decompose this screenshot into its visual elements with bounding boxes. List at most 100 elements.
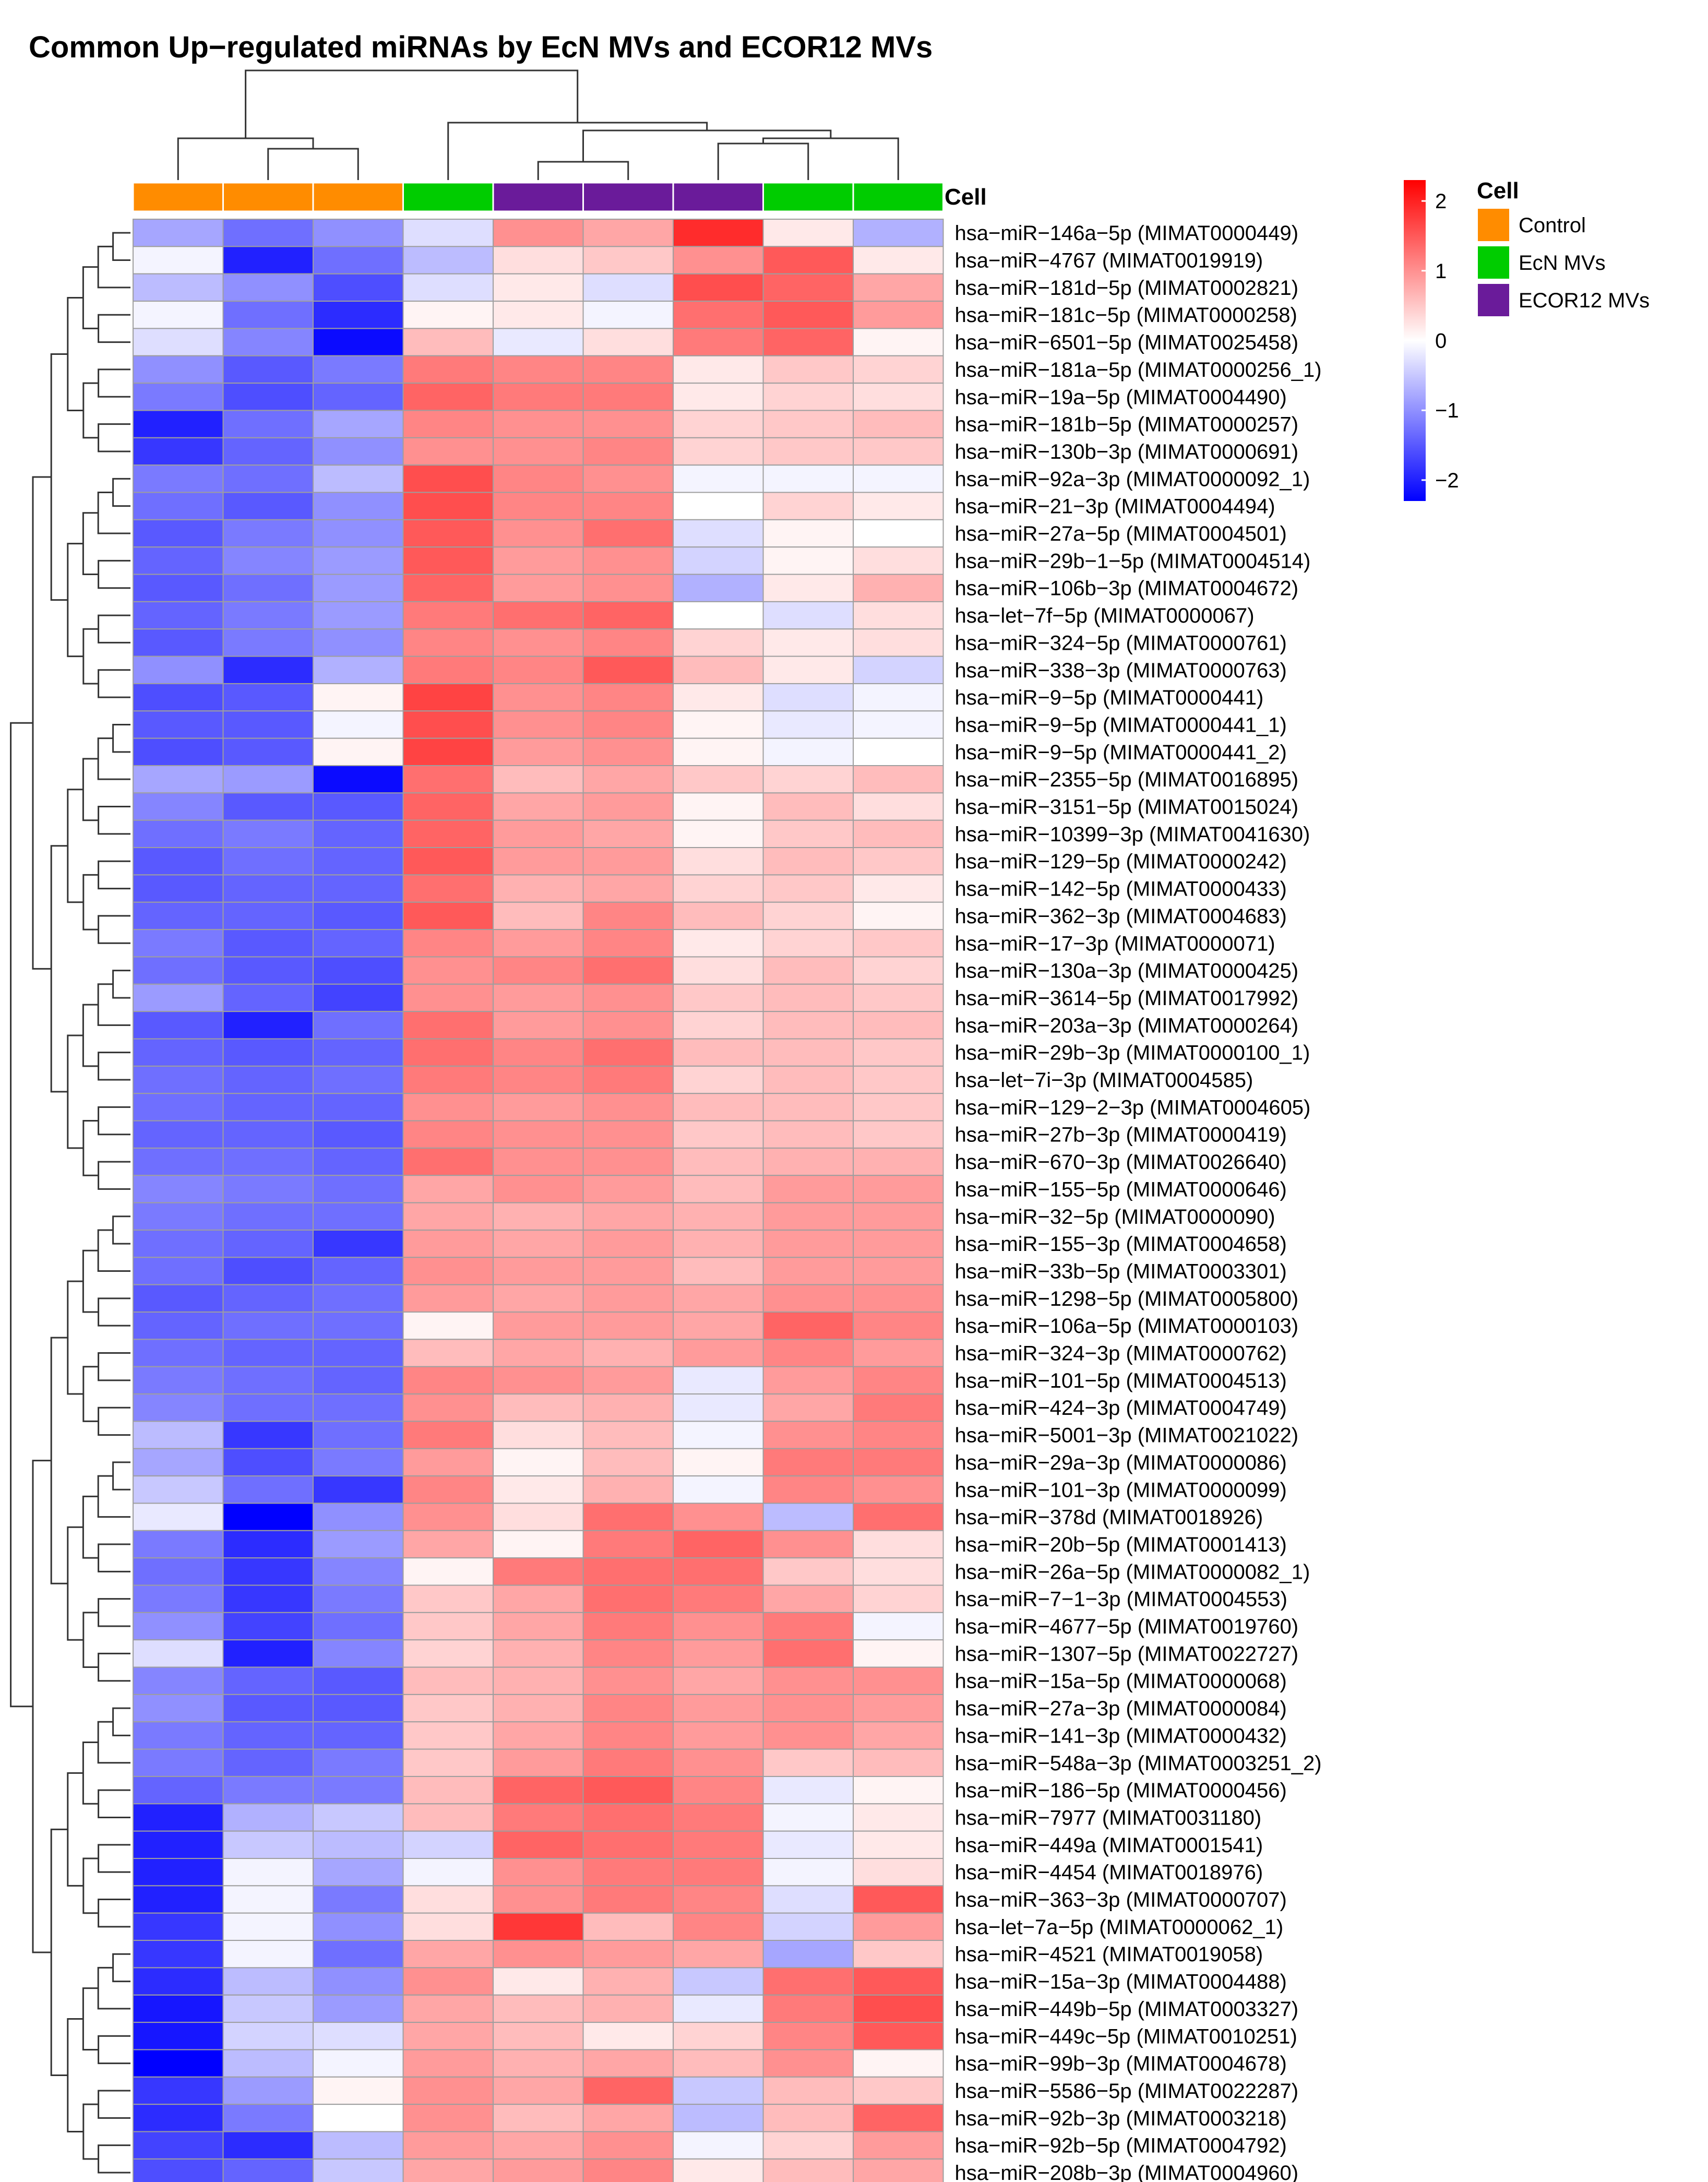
legend-label: EcN MVs xyxy=(1519,252,1606,275)
heatmap-cell xyxy=(762,1147,854,1176)
heatmap-cell xyxy=(222,546,314,575)
heatmap-cell xyxy=(582,1257,674,1285)
heatmap-cell xyxy=(313,710,404,739)
heatmap-cell xyxy=(402,464,494,493)
heatmap-cell xyxy=(493,1858,584,1887)
heatmap-cell xyxy=(762,2131,854,2160)
heatmap-cell xyxy=(402,792,494,821)
heatmap-cell xyxy=(222,1885,314,1914)
row-label: hsa−miR−29b−1−5p (MIMAT0004514) xyxy=(955,550,1311,573)
heatmap-cell xyxy=(762,1257,854,1285)
heatmap-cell xyxy=(313,273,404,302)
heatmap-cell xyxy=(762,1557,854,1586)
heatmap-cell xyxy=(853,1530,944,1559)
heatmap-cell xyxy=(493,1967,584,1996)
heatmap-cell xyxy=(313,1858,404,1887)
heatmap-cell xyxy=(673,1011,764,1040)
row-dendrogram-link xyxy=(82,1249,99,1313)
heatmap-cell xyxy=(673,1530,764,1559)
heatmap-cell xyxy=(673,1065,764,1094)
heatmap-cell xyxy=(222,2076,314,2105)
heatmap-cell xyxy=(313,2076,404,2105)
heatmap-cell xyxy=(673,1584,764,1613)
heatmap-cell xyxy=(853,1803,944,1832)
row-dendrogram-link xyxy=(50,353,68,601)
heatmap-cell xyxy=(582,1530,674,1559)
heatmap-cell xyxy=(402,2104,494,2132)
row-label: hsa−miR−101−5p (MIMAT0004513) xyxy=(955,1369,1287,1392)
heatmap-cell xyxy=(402,1120,494,1149)
heatmap-cell xyxy=(222,1202,314,1231)
heatmap-cell xyxy=(402,983,494,1012)
heatmap-cell xyxy=(402,1748,494,1777)
heatmap-cell xyxy=(853,1339,944,1367)
heatmap-cell xyxy=(402,1721,494,1750)
heatmap-cell xyxy=(853,1612,944,1641)
heatmap-cell xyxy=(222,1011,314,1040)
row-label: hsa−miR−29a−3p (MIMAT0000086) xyxy=(955,1451,1287,1474)
heatmap-cell xyxy=(313,1885,404,1914)
heatmap-cell xyxy=(673,655,764,684)
heatmap-cell xyxy=(673,983,764,1012)
heatmap-cell xyxy=(133,2131,224,2160)
annotation-label: Cell xyxy=(945,184,987,210)
heatmap-cell xyxy=(222,710,314,739)
annotation-cell-2 xyxy=(222,182,314,212)
heatmap-cell xyxy=(313,410,404,438)
row-label: hsa−miR−155−5p (MIMAT0000646) xyxy=(955,1178,1287,1201)
heatmap-cell xyxy=(313,1557,404,1586)
heatmap-cell xyxy=(222,1994,314,2023)
row-dendrogram-link xyxy=(82,628,99,685)
row-label: hsa−miR−17−3p (MIMAT0000071) xyxy=(955,932,1275,955)
row-label: hsa−miR−9−5p (MIMAT0000441_1) xyxy=(955,713,1287,736)
heatmap-cell xyxy=(853,819,944,849)
heatmap-cell xyxy=(673,847,764,876)
heatmap-cell xyxy=(853,1448,944,1477)
row-dendrogram-link xyxy=(82,1004,99,1067)
heatmap-cell xyxy=(313,328,404,356)
heatmap-cell xyxy=(493,1257,584,1285)
heatmap-cell xyxy=(762,1448,854,1477)
heatmap-cell xyxy=(133,273,224,302)
heatmap-cell xyxy=(133,2104,224,2132)
heatmap-cell xyxy=(762,246,854,275)
heatmap-cell xyxy=(762,1612,854,1641)
heatmap-cell xyxy=(222,1530,314,1559)
heatmap-cell xyxy=(222,1093,314,1122)
heatmap-cell xyxy=(762,901,854,931)
cell-annotation-bar xyxy=(132,182,944,212)
row-label: hsa−miR−129−5p (MIMAT0000242) xyxy=(955,850,1287,873)
heatmap-cell xyxy=(222,655,314,684)
heatmap-cell xyxy=(222,2158,314,2182)
heatmap-cell xyxy=(673,219,764,247)
heatmap-cell xyxy=(222,1175,314,1203)
heatmap-cell xyxy=(853,2104,944,2132)
heatmap-cell xyxy=(402,1421,494,1449)
heatmap-cell xyxy=(402,492,494,520)
heatmap-cell xyxy=(673,492,764,520)
heatmap-cell xyxy=(133,792,224,821)
heatmap-cell xyxy=(313,983,404,1012)
heatmap-cell xyxy=(313,1775,404,1805)
heatmap-cell xyxy=(582,2131,674,2160)
heatmap-cell xyxy=(582,1803,674,1832)
heatmap-cell xyxy=(133,1912,224,1941)
heatmap-cell xyxy=(853,1666,944,1695)
heatmap-cell xyxy=(762,1912,854,1941)
heatmap-cell xyxy=(673,901,764,931)
row-dendrogram-link xyxy=(98,368,130,398)
annotation-cell-4 xyxy=(402,182,494,212)
row-label: hsa−miR−101−3p (MIMAT0000099) xyxy=(955,1478,1287,1501)
heatmap-cell xyxy=(762,1229,854,1258)
row-label: hsa−miR−363−3p (MIMAT0000707) xyxy=(955,1889,1287,1912)
heatmap-cell xyxy=(402,519,494,548)
heatmap-cell xyxy=(673,1339,764,1367)
heatmap-cell xyxy=(222,1339,314,1367)
heatmap-cell xyxy=(133,1803,224,1832)
heatmap-cell xyxy=(853,601,944,630)
heatmap-cell xyxy=(222,874,314,903)
heatmap-cell xyxy=(493,519,584,548)
heatmap-cell xyxy=(493,683,584,712)
heatmap-cell xyxy=(222,847,314,876)
heatmap-cell xyxy=(313,1311,404,1340)
